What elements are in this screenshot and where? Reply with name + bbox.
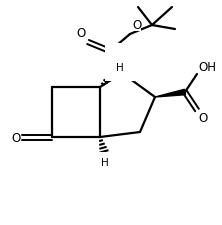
Text: H: H: [101, 157, 109, 167]
Text: O: O: [132, 19, 141, 32]
Text: O: O: [12, 131, 21, 144]
Text: O: O: [77, 27, 86, 40]
Text: OH: OH: [198, 61, 216, 74]
Text: N: N: [117, 56, 127, 69]
Polygon shape: [155, 90, 185, 98]
Text: O: O: [198, 112, 207, 124]
Text: H: H: [116, 63, 124, 73]
